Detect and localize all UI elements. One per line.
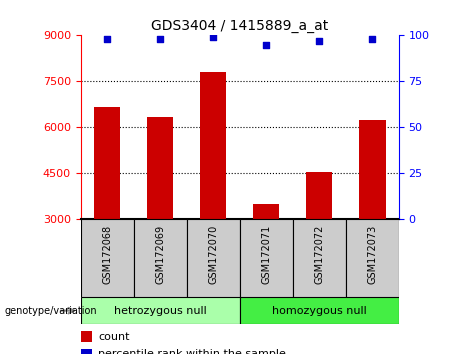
Bar <box>359 120 385 219</box>
Point <box>368 36 376 42</box>
Bar <box>187 219 240 297</box>
Bar <box>134 219 187 297</box>
Bar <box>200 72 226 219</box>
Text: percentile rank within the sample: percentile rank within the sample <box>98 349 286 354</box>
Text: GSM172070: GSM172070 <box>208 225 218 284</box>
Bar <box>81 219 134 297</box>
Text: genotype/variation: genotype/variation <box>5 306 97 316</box>
Text: GSM172072: GSM172072 <box>314 225 324 284</box>
Point <box>209 34 217 40</box>
Bar <box>346 219 399 297</box>
Point <box>262 42 270 47</box>
Bar <box>147 117 173 219</box>
Point <box>103 36 111 42</box>
Text: homozygous null: homozygous null <box>272 306 366 316</box>
Point <box>315 38 323 44</box>
Bar <box>94 108 120 219</box>
Text: count: count <box>98 332 130 342</box>
Point <box>156 36 164 42</box>
Text: GSM172073: GSM172073 <box>367 225 377 284</box>
Bar <box>81 297 240 324</box>
Bar <box>293 219 346 297</box>
Title: GDS3404 / 1415889_a_at: GDS3404 / 1415889_a_at <box>151 19 328 33</box>
Bar <box>81 349 92 354</box>
Bar <box>240 219 293 297</box>
Text: GSM172069: GSM172069 <box>155 225 165 284</box>
Bar <box>81 331 92 342</box>
Text: hetrozygous null: hetrozygous null <box>114 306 207 316</box>
Text: GSM172068: GSM172068 <box>102 225 112 284</box>
Text: GSM172071: GSM172071 <box>261 225 271 284</box>
Bar <box>240 297 399 324</box>
Bar <box>253 204 279 219</box>
Bar <box>306 172 332 219</box>
